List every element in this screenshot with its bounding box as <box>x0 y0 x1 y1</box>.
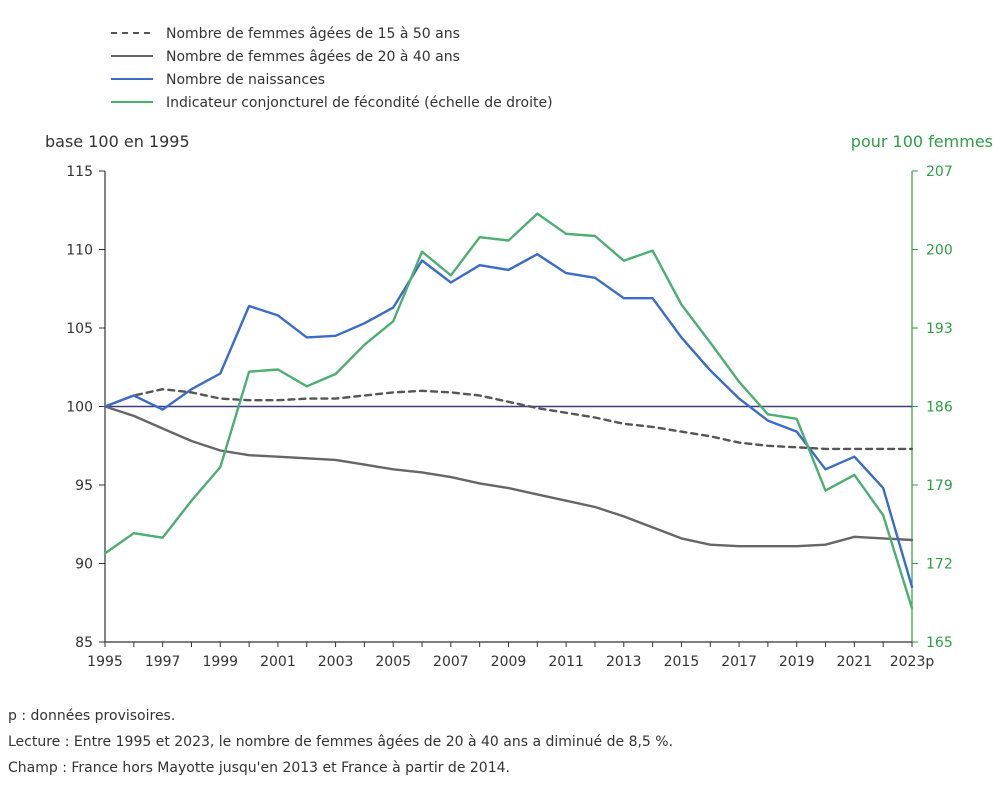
right-tick-label: 179 <box>926 478 953 494</box>
note-reading: Lecture : Entre 1995 et 2023, le nombre … <box>8 734 674 750</box>
right-tick-label: 165 <box>926 635 953 651</box>
x-tick-label: 2003 <box>318 654 354 670</box>
right-axis: 207 200 193 186 179 172 165 <box>912 164 953 651</box>
legend-label-4: Indicateur conjoncturel de fécondité (éc… <box>166 95 553 111</box>
left-tick-label: 90 <box>75 557 93 573</box>
plot-area <box>103 171 914 643</box>
fertility-birth-chart: Nombre de femmes âgées de 15 à 50 ans Nom… <box>45 26 993 670</box>
left-tick-label: 110 <box>66 243 93 259</box>
series-line-2 <box>103 405 914 548</box>
right-tick-label: 200 <box>926 243 953 259</box>
x-tick-label: 2013 <box>606 654 642 670</box>
right-tick-label: 207 <box>926 164 953 180</box>
left-tick-label: 115 <box>66 164 93 180</box>
right-tick-label: 186 <box>926 400 953 416</box>
right-tick-label: 172 <box>926 557 953 573</box>
chart-legend: Nombre de femmes âgées de 15 à 50 ans Nom… <box>111 26 553 111</box>
x-tick-label: 2015 <box>664 654 700 670</box>
legend-label-2: Nombre de femmes âgées de 20 à 40 ans <box>166 49 460 65</box>
note-scope: Champ : France hors Mayotte jusqu'en 201… <box>8 760 510 776</box>
x-tick-label: 2009 <box>491 654 527 670</box>
legend-label-1: Nombre de femmes âgées de 15 à 50 ans <box>166 26 460 42</box>
x-tick-label: 2001 <box>260 654 296 670</box>
x-tick-label: 2017 <box>721 654 757 670</box>
left-tick-label: 100 <box>66 400 93 416</box>
x-tick-label: 1995 <box>87 654 123 670</box>
left-axis: 115 110 105 100 95 90 85 <box>66 164 105 651</box>
x-axis: 1995 1997 1999 2001 2003 2005 2007 2009 2011 2013… <box>87 642 934 670</box>
x-tick-label: 2005 <box>375 654 411 670</box>
legend-label-3: Nombre de naissances <box>166 72 325 88</box>
x-tick-label: 2011 <box>548 654 584 670</box>
x-tick-label: 1997 <box>145 654 181 670</box>
x-tick-label: 2007 <box>433 654 469 670</box>
x-tick-label: 2023p <box>890 654 935 670</box>
series-line-4 <box>103 212 914 610</box>
right-tick-label: 193 <box>926 321 953 337</box>
right-axis-title: pour 100 femmes <box>851 132 993 151</box>
left-axis-title: base 100 en 1995 <box>45 132 190 151</box>
x-tick-label: 2021 <box>837 654 873 670</box>
series-line-3 <box>103 252 914 589</box>
note-provisional: p : données provisoires. <box>8 708 176 724</box>
x-tick-label: 2019 <box>779 654 815 670</box>
x-tick-label: 1999 <box>202 654 238 670</box>
left-tick-label: 85 <box>75 635 93 651</box>
left-tick-label: 95 <box>75 478 93 494</box>
left-tick-label: 105 <box>66 321 93 337</box>
